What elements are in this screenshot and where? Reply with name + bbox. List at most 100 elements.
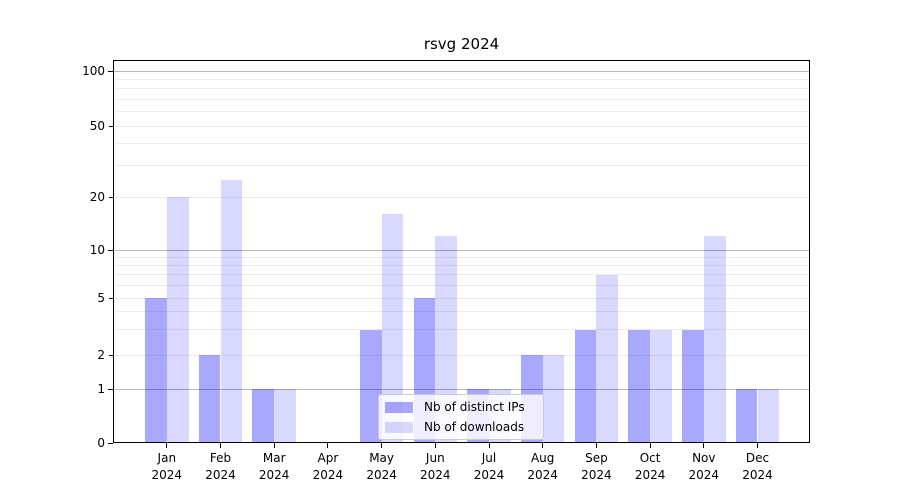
minor-gridline	[113, 256, 810, 258]
x-axis-tick-label-feb: Feb 2024	[181, 450, 261, 484]
x-axis-tick	[595, 443, 597, 448]
x-tick-year: 2024	[151, 468, 183, 482]
legend-item-distinct-ips: Nb of distinct IPs	[385, 399, 537, 416]
bar-downloads	[703, 236, 726, 443]
bar-distinct-ips	[359, 329, 382, 443]
y-axis-tick	[108, 388, 113, 390]
minor-gridline	[113, 125, 810, 127]
minor-gridline	[113, 297, 810, 299]
legend-swatch-downloads	[385, 421, 413, 433]
x-tick-year: 2024	[420, 468, 451, 482]
major-gridline	[113, 388, 810, 390]
x-axis-tick-label-aug: Aug 2024	[503, 450, 583, 484]
x-tick-month: Nov	[692, 451, 716, 465]
x-axis-tick-label-jul: Jul 2024	[449, 450, 529, 484]
y-axis-tick	[109, 196, 113, 198]
x-tick-month: Aug	[530, 451, 555, 465]
minor-gridline	[113, 78, 810, 80]
minor-gridline	[113, 142, 810, 144]
minor-gridline	[113, 274, 810, 276]
x-axis-tick-label-nov: Nov 2024	[664, 450, 744, 484]
bar-distinct-ips	[735, 389, 758, 443]
x-tick-month: Jan	[157, 451, 177, 465]
x-tick-year: 2024	[366, 468, 397, 482]
minor-gridline	[113, 264, 810, 266]
x-axis-tick	[542, 443, 544, 448]
x-tick-year: 2024	[205, 468, 236, 482]
x-tick-year: 2024	[527, 468, 558, 482]
bar-downloads	[650, 329, 672, 443]
y-axis-tick	[108, 70, 113, 72]
x-axis-tick-label-apr: Apr 2024	[288, 450, 368, 484]
x-tick-month: Oct	[639, 451, 661, 465]
bar-distinct-ips	[628, 329, 651, 443]
x-tick-year: 2024	[258, 468, 290, 482]
x-axis-tick-label-jun: Jun 2024	[395, 450, 475, 484]
x-axis-tick-label-may: May 2024	[342, 450, 422, 484]
x-axis-tick-label-dec: Dec 2024	[718, 450, 798, 484]
y-axis-tick-label: 1	[97, 382, 105, 396]
minor-gridline	[113, 196, 810, 198]
bar-distinct-ips	[574, 329, 597, 443]
minor-gridline	[113, 111, 810, 113]
minor-gridline	[113, 311, 810, 313]
x-axis-tick-label-sep: Sep 2024	[556, 450, 636, 484]
y-axis-tick-label: 100	[82, 64, 105, 78]
x-tick-month: Feb	[209, 451, 232, 465]
y-axis-tick-label: 2	[97, 348, 105, 362]
x-tick-month: Jun	[425, 451, 445, 465]
major-gridline	[113, 70, 810, 72]
x-tick-month: Apr	[317, 451, 339, 465]
x-axis-tick	[757, 443, 758, 448]
x-axis-tick	[381, 443, 383, 448]
x-tick-year: 2024	[688, 468, 720, 482]
bar-downloads	[166, 197, 189, 443]
bar-downloads	[274, 389, 296, 443]
x-tick-month: Sep	[585, 451, 608, 465]
bar-downloads	[542, 355, 565, 443]
x-axis-tick-label-mar: Mar 2024	[234, 450, 314, 484]
x-axis-tick-label-jan: Jan 2024	[127, 450, 207, 484]
bar-downloads	[381, 214, 404, 443]
minor-gridline	[113, 329, 810, 331]
x-tick-month: Dec	[745, 451, 770, 465]
x-axis-tick	[166, 443, 168, 448]
x-axis-tick	[703, 443, 705, 448]
bar-downloads	[757, 389, 780, 443]
y-axis-tick	[108, 442, 113, 444]
x-axis-tick	[488, 443, 490, 448]
bar-distinct-ips	[198, 355, 221, 443]
x-tick-year: 2024	[473, 468, 505, 482]
legend-item-downloads: Nb of downloads	[385, 419, 537, 436]
x-axis-tick	[434, 443, 436, 448]
legend: Nb of distinct IPs Nb of downloads	[378, 394, 544, 440]
x-axis-tick	[327, 443, 329, 448]
y-axis-tick-label: 50	[89, 119, 105, 133]
x-axis-tick	[273, 443, 275, 448]
y-axis-tick-label: 20	[89, 190, 105, 204]
x-axis-tick-label-oct: Oct 2024	[610, 450, 690, 484]
bar-distinct-ips	[252, 389, 275, 443]
chart-title: rsvg 2024	[423, 35, 500, 53]
y-axis-tick-label: 10	[89, 243, 105, 257]
major-gridline	[113, 249, 810, 251]
bar-downloads	[435, 236, 458, 443]
legend-swatch-distinct-ips	[385, 401, 413, 413]
legend-label-downloads: Nb of downloads	[424, 420, 525, 434]
bar-distinct-ips	[682, 329, 704, 443]
minor-gridline	[113, 165, 810, 167]
minor-gridline	[113, 98, 810, 100]
y-axis-tick	[109, 354, 113, 356]
bar-downloads	[220, 179, 243, 443]
x-tick-month: May	[369, 451, 394, 465]
x-tick-year: 2024	[634, 468, 666, 482]
bar-downloads	[596, 274, 619, 443]
x-axis-tick	[649, 443, 651, 448]
y-axis-tick	[109, 297, 113, 299]
bar-distinct-ips	[145, 298, 167, 443]
y-axis-tick	[109, 125, 113, 127]
y-axis-tick-label: 5	[97, 291, 105, 305]
minor-gridline	[113, 88, 810, 90]
x-tick-year: 2024	[581, 468, 612, 482]
minor-gridline	[113, 354, 810, 356]
